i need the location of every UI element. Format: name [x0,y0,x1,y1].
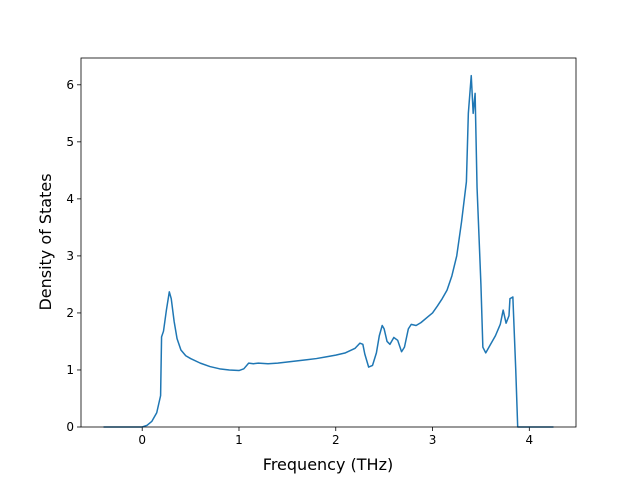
y-tick-label: 0 [66,420,74,434]
y-tick-label: 2 [66,306,74,320]
y-tick-label: 1 [66,363,74,377]
x-tick-label: 3 [429,433,437,447]
x-tick-label: 2 [332,433,340,447]
x-tick-label: 1 [235,433,243,447]
y-tick-label: 4 [66,192,74,206]
data-line [103,74,554,428]
y-axis-label: Density of States [36,173,55,310]
y-tick-label: 6 [66,78,74,92]
x-axis-label: Frequency (THz) [263,455,393,474]
y-tick-label: 5 [66,135,74,149]
x-tick-label: 0 [138,433,146,447]
plot-frame [80,57,577,428]
y-tick-label: 3 [66,249,74,263]
x-tick-label: 4 [525,433,533,447]
